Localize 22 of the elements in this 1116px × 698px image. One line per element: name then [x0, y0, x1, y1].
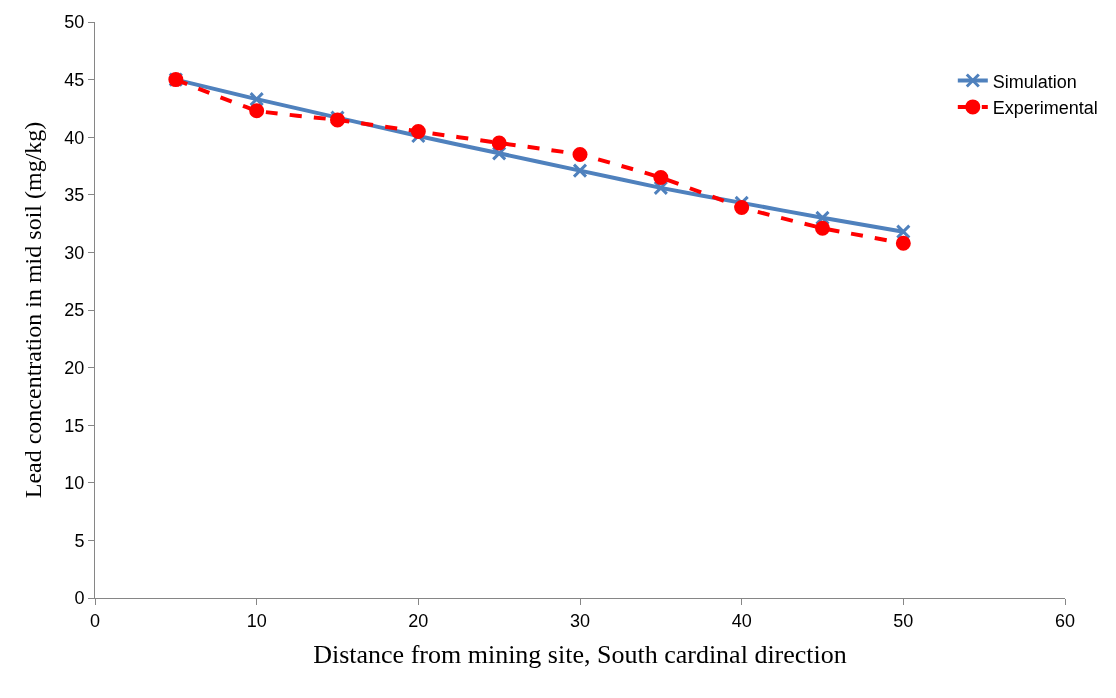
legend-label: Experimental — [992, 97, 1098, 118]
legend-label: Simulation — [992, 71, 1077, 92]
x-tick-label: 0 — [89, 610, 101, 631]
y-tick-label: 50 — [64, 12, 85, 33]
y-tick-label: 25 — [64, 300, 85, 321]
y-tick-label: 30 — [64, 242, 85, 263]
x-tick-label: 40 — [731, 610, 752, 631]
x-tick-label: 60 — [1054, 610, 1076, 631]
y-tick-label: 15 — [64, 415, 85, 436]
y-tick-label: 35 — [64, 185, 85, 206]
y-tick-label: 45 — [64, 69, 85, 90]
y-tick-label: 10 — [64, 473, 85, 494]
y-tick-label: 5 — [74, 530, 85, 551]
y-tick-label: 40 — [64, 127, 85, 148]
y-axis-title: Lead concentration in mid soil (mg/kg) — [20, 121, 47, 499]
y-tick-label: 20 — [64, 357, 85, 378]
x-tick-label: 30 — [569, 610, 591, 631]
x-axis-title: Distance from mining site, South cardinal direction — [313, 640, 847, 670]
x-tick-label: 50 — [893, 610, 914, 631]
x-tick-label: 20 — [408, 610, 429, 631]
x-tick-label: 10 — [246, 610, 267, 631]
y-tick-label: 0 — [74, 588, 85, 609]
